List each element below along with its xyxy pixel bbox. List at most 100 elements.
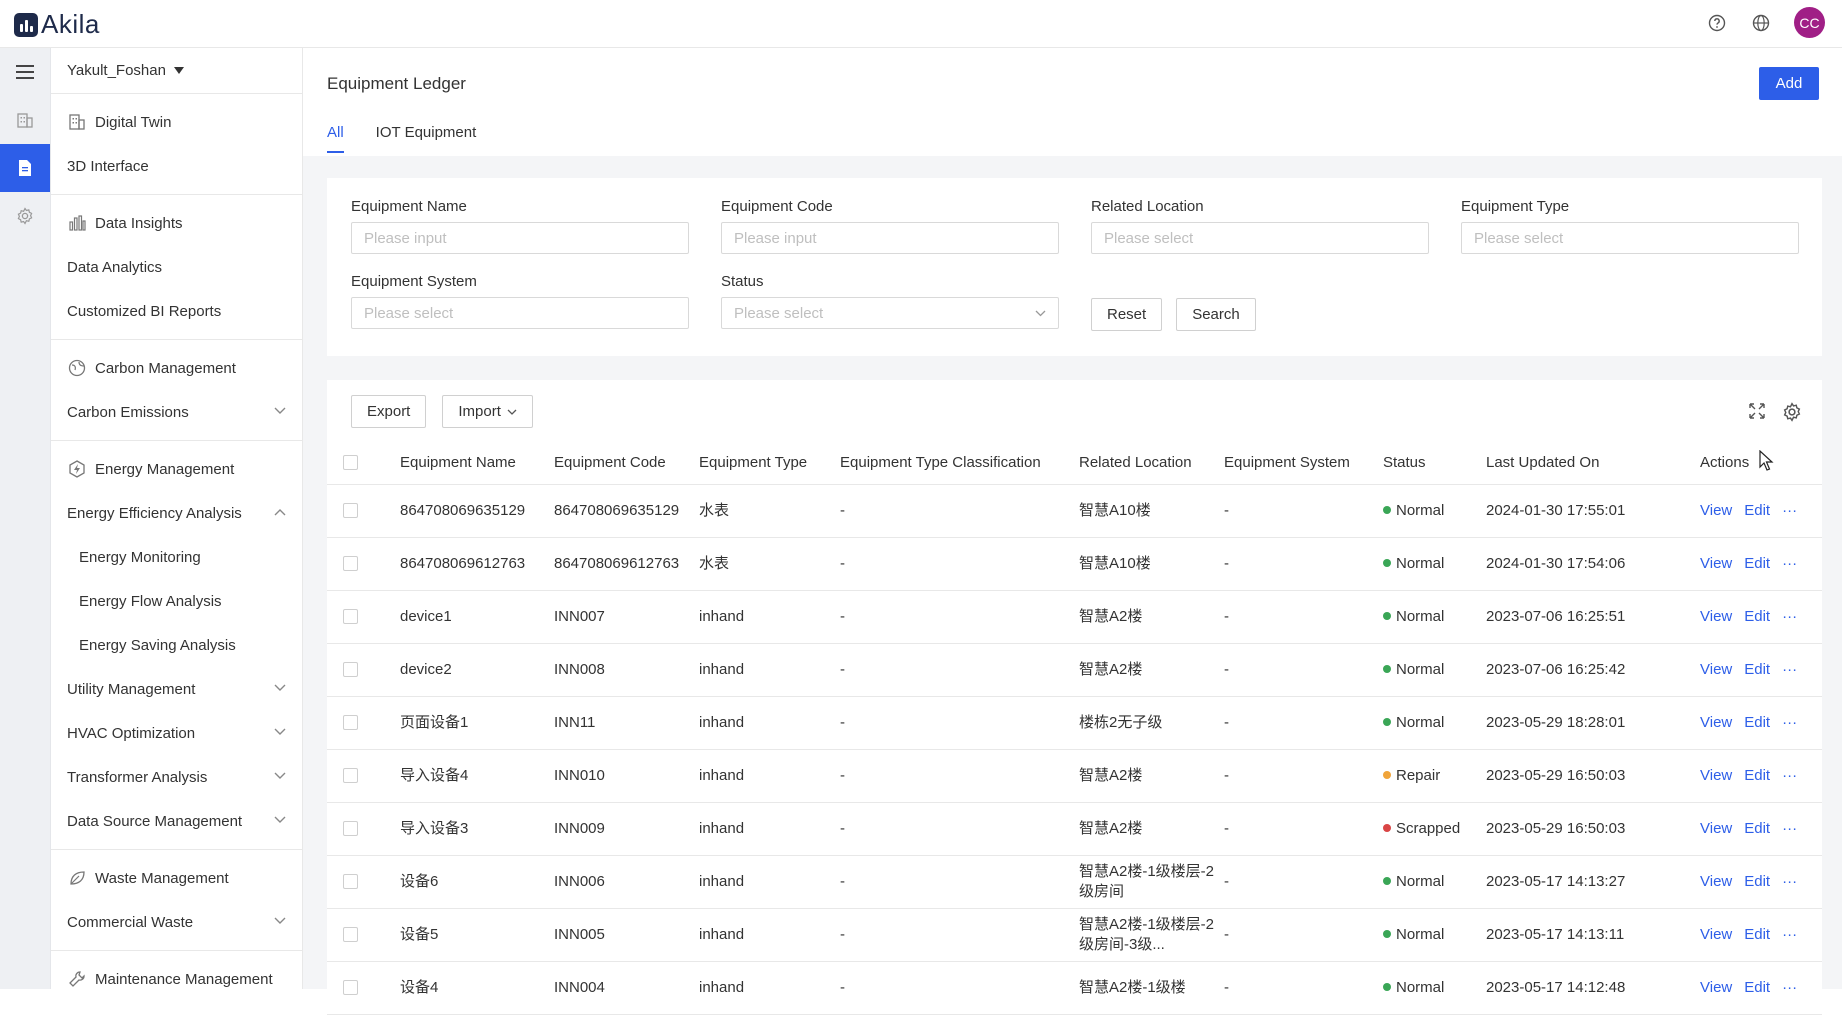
more-actions-icon[interactable]: ···: [1782, 978, 1798, 996]
more-actions-icon[interactable]: ···: [1782, 819, 1798, 837]
table-row[interactable]: 导入设备4 INN010 inhand - 智慧A2楼 - Repair 2023-05-29…: [327, 749, 1822, 803]
fullscreen-icon[interactable]: [1748, 402, 1766, 427]
table-row[interactable]: 导入设备3 INN009 inhand - 智慧A2楼 - Scrapped 2023-05-…: [327, 802, 1822, 856]
export-button[interactable]: Export: [351, 395, 427, 428]
more-actions-icon[interactable]: ···: [1782, 713, 1798, 731]
table-row[interactable]: device2 INN008 inhand - 智慧A2楼 - Normal 2023-07-…: [327, 643, 1822, 697]
edit-link[interactable]: Edit: [1744, 713, 1771, 731]
sidebar-item-3d-interface[interactable]: 3D Interface: [51, 144, 302, 188]
row-checkbox[interactable]: [343, 715, 358, 730]
more-actions-icon[interactable]: ···: [1782, 766, 1798, 784]
select-all-checkbox[interactable]: [343, 455, 358, 471]
column-header[interactable]: Equipment System: [1216, 442, 1375, 485]
column-header[interactable]: Equipment Type: [691, 442, 832, 485]
edit-link[interactable]: Edit: [1744, 554, 1771, 572]
sidebar-item-transformer-analysis[interactable]: Transformer Analysis: [51, 755, 302, 799]
view-link[interactable]: View: [1700, 925, 1733, 943]
equipment-type-select[interactable]: Please select: [1461, 222, 1799, 254]
sidebar-item-waste-management[interactable]: Waste Management: [51, 856, 302, 900]
add-button[interactable]: Add: [1759, 67, 1819, 100]
view-link[interactable]: View: [1700, 872, 1733, 890]
column-header[interactable]: Last Updated On: [1478, 442, 1692, 485]
table-row[interactable]: 设备5 INN005 inhand - 智慧A2楼-1级楼层-2级房间-3级... - No…: [327, 908, 1822, 962]
edit-link[interactable]: Edit: [1744, 607, 1771, 625]
column-header[interactable]: Related Location: [1071, 442, 1216, 485]
more-actions-icon[interactable]: ···: [1782, 872, 1798, 890]
edit-link[interactable]: Edit: [1744, 660, 1771, 678]
search-button[interactable]: Search: [1176, 298, 1256, 331]
sidebar-item-data-source-management[interactable]: Data Source Management: [51, 799, 302, 843]
view-link[interactable]: View: [1700, 766, 1733, 784]
building-icon[interactable]: [0, 96, 50, 144]
sidebar-item-customized-bi-reports[interactable]: Customized BI Reports: [51, 289, 302, 333]
edit-link[interactable]: Edit: [1744, 766, 1771, 784]
sidebar-item-energy-saving-analysis[interactable]: Energy Saving Analysis: [51, 623, 302, 667]
table-row[interactable]: 页面设备1 INN11 inhand - 楼栋2无子级 - Normal 2023-05-29…: [327, 696, 1822, 750]
table-row[interactable]: 864708069635129 864708069635129 水表 - 智慧A10楼 -…: [327, 484, 1822, 538]
tab-all[interactable]: All: [327, 124, 344, 153]
row-checkbox[interactable]: [343, 927, 358, 942]
settings-gear-icon[interactable]: [1782, 402, 1802, 427]
view-link[interactable]: View: [1700, 554, 1733, 572]
edit-link[interactable]: Edit: [1744, 501, 1771, 519]
row-checkbox[interactable]: [343, 503, 358, 518]
menu-toggle-icon[interactable]: [0, 48, 50, 96]
sidebar-item-data-analytics[interactable]: Data Analytics: [51, 245, 302, 289]
more-actions-icon[interactable]: ···: [1782, 660, 1798, 678]
column-header[interactable]: Equipment Type Classification: [832, 442, 1071, 485]
more-actions-icon[interactable]: ···: [1782, 501, 1798, 519]
view-link[interactable]: View: [1700, 713, 1733, 731]
user-avatar[interactable]: CC: [1794, 7, 1825, 38]
view-link[interactable]: View: [1700, 978, 1733, 996]
edit-link[interactable]: Edit: [1744, 978, 1771, 996]
row-checkbox[interactable]: [343, 556, 358, 571]
view-link[interactable]: View: [1700, 501, 1733, 519]
sidebar-item-energy-management[interactable]: Energy Management: [51, 447, 302, 491]
table-row[interactable]: 设备6 INN006 inhand - 智慧A2楼-1级楼层-2级房间 - Normal 20…: [327, 855, 1822, 909]
row-checkbox[interactable]: [343, 609, 358, 624]
sidebar-item-utility-management[interactable]: Utility Management: [51, 667, 302, 711]
sidebar-item-digital-twin[interactable]: Digital Twin: [51, 100, 302, 144]
sidebar-item-maintenance-management[interactable]: Maintenance Management: [51, 957, 302, 989]
reset-button[interactable]: Reset: [1091, 298, 1163, 331]
sidebar-item-energy-monitoring[interactable]: Energy Monitoring: [51, 535, 302, 579]
sidebar-item-hvac-optimization[interactable]: HVAC Optimization: [51, 711, 302, 755]
site-selector[interactable]: Yakult_Foshan: [51, 48, 302, 94]
more-actions-icon[interactable]: ···: [1782, 554, 1798, 572]
table-row[interactable]: device1 INN007 inhand - 智慧A2楼 - Normal 2023-07-…: [327, 590, 1822, 644]
row-checkbox[interactable]: [343, 874, 358, 889]
view-link[interactable]: View: [1700, 819, 1733, 837]
tab-iot-equipment[interactable]: IOT Equipment: [375, 124, 477, 141]
sidebar-item-data-insights[interactable]: Data Insights: [51, 201, 302, 245]
sidebar-item-carbon-management[interactable]: Carbon Management: [51, 346, 302, 390]
equipment-code-input[interactable]: Please input: [721, 222, 1059, 254]
view-link[interactable]: View: [1700, 660, 1733, 678]
document-icon[interactable]: [0, 144, 50, 192]
table-row[interactable]: 设备4 INN004 inhand - 智慧A2楼-1级楼 - Normal 2023-05-…: [327, 961, 1822, 1015]
table-row[interactable]: 864708069612763 864708069612763 水表 - 智慧A10楼 -…: [327, 537, 1822, 591]
column-header[interactable]: Equipment Name: [392, 442, 546, 485]
sidebar-item-carbon-emissions[interactable]: Carbon Emissions: [51, 390, 302, 434]
language-globe-icon[interactable]: [1750, 12, 1772, 34]
view-link[interactable]: View: [1700, 607, 1733, 625]
sidebar-item-energy-flow-analysis[interactable]: Energy Flow Analysis: [51, 579, 302, 623]
edit-link[interactable]: Edit: [1744, 925, 1771, 943]
edit-link[interactable]: Edit: [1744, 819, 1771, 837]
row-checkbox[interactable]: [343, 662, 358, 677]
column-header[interactable]: Status: [1375, 442, 1478, 485]
edit-link[interactable]: Edit: [1744, 872, 1771, 890]
import-button[interactable]: Import: [442, 395, 533, 428]
sidebar-item-energy-efficiency-analysis[interactable]: Energy Efficiency Analysis: [51, 491, 302, 535]
row-checkbox[interactable]: [343, 821, 358, 836]
gear-icon[interactable]: [0, 192, 50, 240]
app-logo[interactable]: Akila: [14, 9, 100, 40]
related-location-select[interactable]: Please select: [1091, 222, 1429, 254]
row-checkbox[interactable]: [343, 768, 358, 783]
equipment-name-input[interactable]: Please input: [351, 222, 689, 254]
more-actions-icon[interactable]: ···: [1782, 925, 1798, 943]
help-icon[interactable]: [1706, 12, 1728, 34]
more-actions-icon[interactable]: ···: [1782, 607, 1798, 625]
row-checkbox[interactable]: [343, 980, 358, 995]
status-select[interactable]: Please select: [721, 297, 1059, 329]
equipment-system-select[interactable]: Please select: [351, 297, 689, 329]
